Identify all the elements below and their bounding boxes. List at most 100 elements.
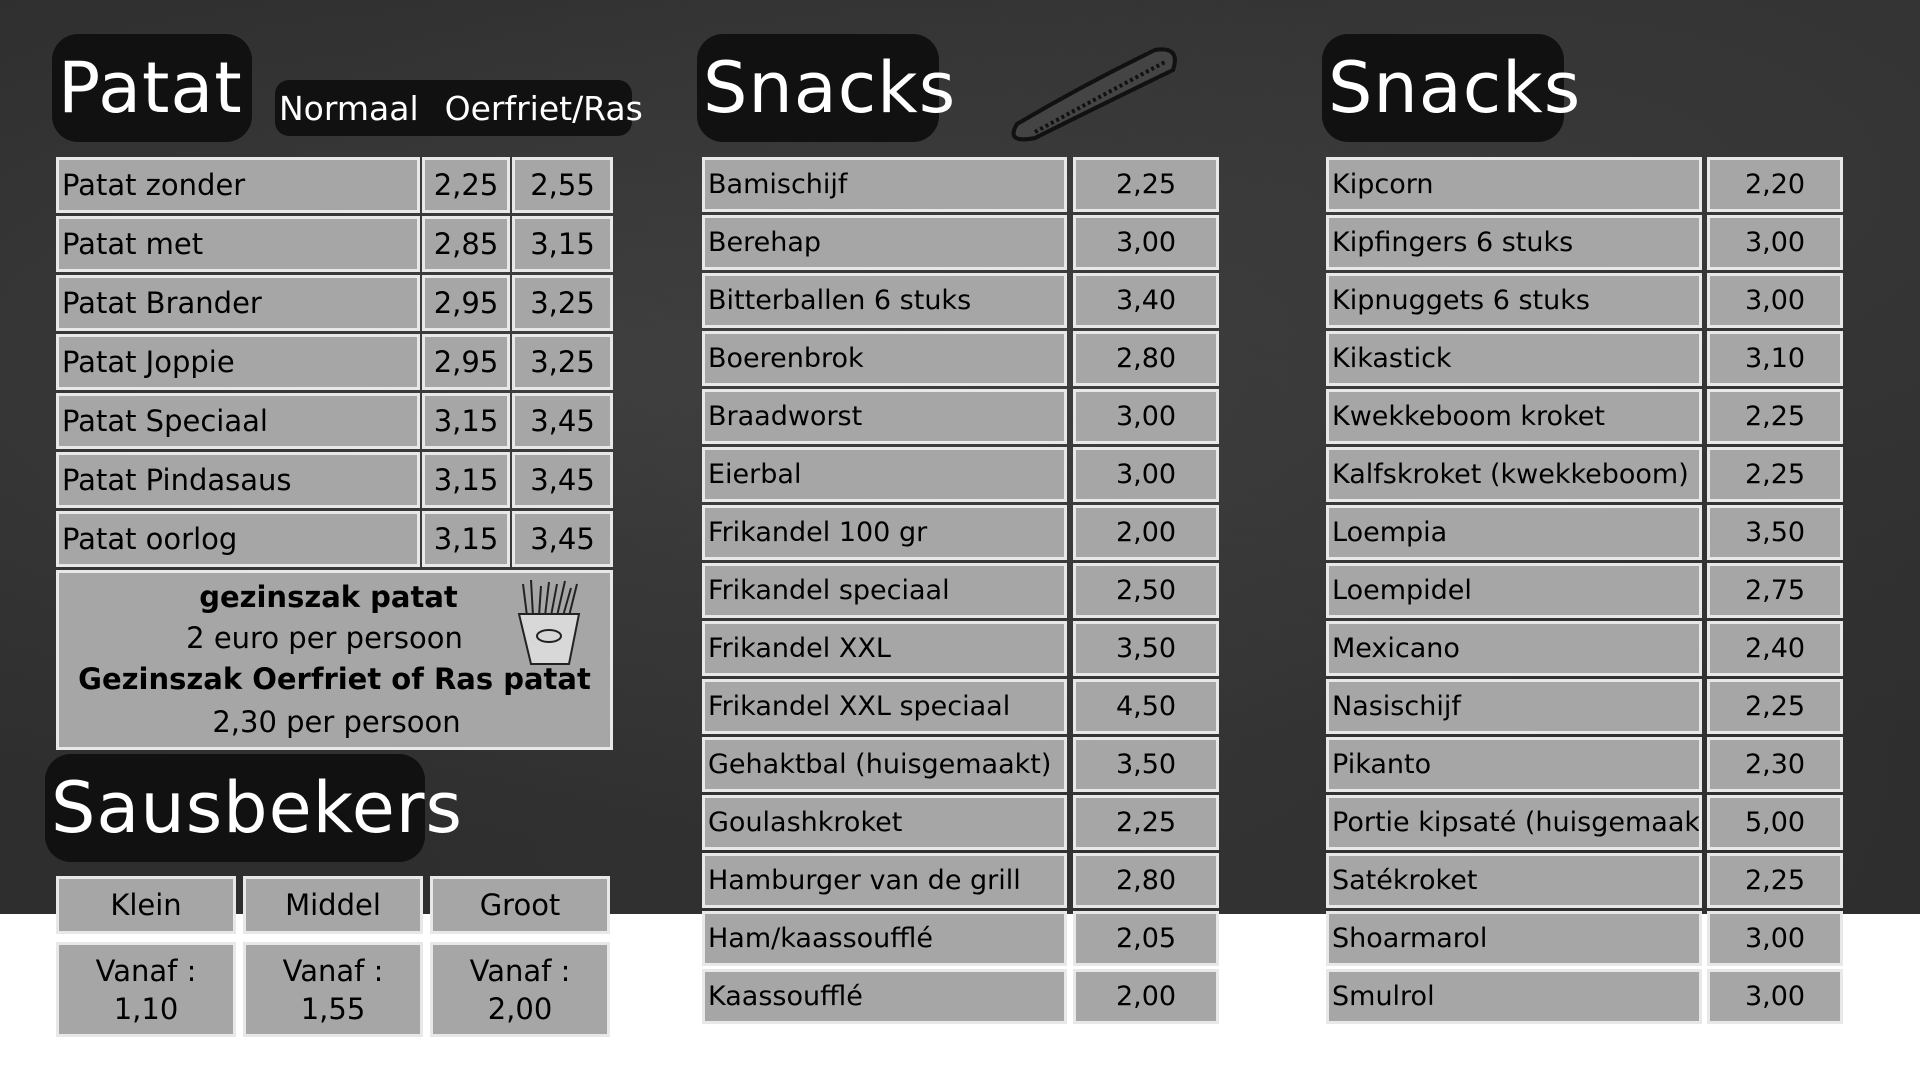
snacks1-item-name: Ham/kaassoufflé — [702, 911, 1067, 966]
patat-price-oerfriet: 3,45 — [512, 511, 613, 567]
snacks2-item-price: 2,25 — [1707, 389, 1843, 444]
patat-price-normaal: 3,15 — [422, 393, 510, 449]
snacks2-item-price: 2,25 — [1707, 447, 1843, 502]
snacks2-item-price: 3,00 — [1707, 911, 1843, 966]
patat-price-oerfriet: 3,45 — [512, 452, 613, 508]
snacks1-item-name: Berehap — [702, 215, 1067, 270]
snacks2-item-name: Loempia — [1326, 505, 1702, 560]
snacks2-title: Snacks — [1328, 47, 1582, 129]
snacks2-item-price: 2,25 — [1707, 853, 1843, 908]
gezinszak-line1: gezinszak patat — [199, 580, 458, 614]
snacks1-item-price: 2,05 — [1073, 911, 1219, 966]
patat-price-normaal: 3,15 — [422, 452, 510, 508]
snacks2-item-price: 2,20 — [1707, 157, 1843, 212]
snacks1-item-price: 4,50 — [1073, 679, 1219, 734]
patat-price-oerfriet: 2,55 — [512, 157, 613, 213]
patat-item-name: Patat zonder — [56, 157, 420, 213]
snacks1-item-price: 3,40 — [1073, 273, 1219, 328]
patat-item-name: Patat oorlog — [56, 511, 420, 567]
snacks1-item-price: 3,00 — [1073, 215, 1219, 270]
snacks2-item-name: Kikastick — [1326, 331, 1702, 386]
patat-price-oerfriet: 3,25 — [512, 334, 613, 390]
saus-price-box: Vanaf :1,55 — [243, 942, 423, 1037]
gezinszak-line3: Gezinszak Oerfriet of Ras patat — [78, 662, 591, 696]
snacks1-item-name: Gehaktbal (huisgemaakt) — [702, 737, 1067, 792]
saus-price: 1,10 — [113, 991, 179, 1026]
snacks2-item-name: Smulrol — [1326, 969, 1702, 1024]
saus-vanaf-label: Vanaf : — [469, 953, 571, 988]
snacks2-item-name: Satékroket — [1326, 853, 1702, 908]
snacks1-item-price: 2,25 — [1073, 795, 1219, 850]
snacks1-item-price: 3,00 — [1073, 447, 1219, 502]
snacks1-item-name: Goulashkroket — [702, 795, 1067, 850]
fries-box-icon — [517, 579, 581, 665]
patat-title-box: Patat — [52, 34, 252, 142]
saus-price-box: Vanaf :2,00 — [430, 942, 610, 1037]
saus-price: 1,55 — [300, 991, 366, 1026]
saus-size-label: Middel — [243, 876, 423, 934]
snacks1-item-name: Braadworst — [702, 389, 1067, 444]
snacks2-item-name: Kwekkeboom kroket — [1326, 389, 1702, 444]
patat-item-name: Patat met — [56, 216, 420, 272]
snacks1-item-price: 3,50 — [1073, 621, 1219, 676]
patat-price-oerfriet: 3,25 — [512, 275, 613, 331]
snacks2-item-name: Nasischijf — [1326, 679, 1702, 734]
snacks1-title-box: Snacks — [697, 34, 955, 142]
snacks2-item-name: Shoarmarol — [1326, 911, 1702, 966]
patat-price-oerfriet: 3,15 — [512, 216, 613, 272]
gezinszak-line2: 2 euro per persoon — [186, 621, 463, 655]
col-oerfriet: Oerfriet/Ras — [444, 89, 643, 128]
snacks2-item-price: 2,75 — [1707, 563, 1843, 618]
patat-item-name: Patat Brander — [56, 275, 420, 331]
patat-item-name: Patat Speciaal — [56, 393, 420, 449]
patat-price-normaal: 2,25 — [422, 157, 510, 213]
gezinszak-box: gezinszak patat 2 euro per persoon Gezin… — [56, 570, 613, 750]
snacks1-item-name: Boerenbrok — [702, 331, 1067, 386]
snacks1-item-name: Bitterballen 6 stuks — [702, 273, 1067, 328]
patat-price-normaal: 2,95 — [422, 275, 510, 331]
patat-price-normaal: 2,85 — [422, 216, 510, 272]
frikandel-icon — [1011, 47, 1177, 142]
patat-price-normaal: 2,95 — [422, 334, 510, 390]
saus-vanaf-label: Vanaf : — [282, 953, 384, 988]
snacks1-item-price: 2,00 — [1073, 505, 1219, 560]
snacks1-item-price: 2,80 — [1073, 853, 1219, 908]
snacks2-item-price: 5,00 — [1707, 795, 1843, 850]
snacks2-item-name: Pikanto — [1326, 737, 1702, 792]
snacks1-item-name: Frikandel XXL — [702, 621, 1067, 676]
sausbekers-title: Sausbekers — [51, 767, 464, 849]
snacks2-item-price: 3,00 — [1707, 215, 1843, 270]
saus-price: 2,00 — [487, 991, 553, 1026]
snacks2-item-price: 3,50 — [1707, 505, 1843, 560]
snacks2-item-name: Mexicano — [1326, 621, 1702, 676]
snacks1-item-price: 2,00 — [1073, 969, 1219, 1024]
snacks1-item-price: 3,00 — [1073, 389, 1219, 444]
snacks2-item-price: 3,10 — [1707, 331, 1843, 386]
snacks1-item-name: Kaassoufflé — [702, 969, 1067, 1024]
gezinszak-line4: 2,30 per persoon — [212, 705, 461, 739]
patat-price-normaal: 3,15 — [422, 511, 510, 567]
patat-price-oerfriet: 3,45 — [512, 393, 613, 449]
snacks2-item-name: Portie kipsaté (huisgemaakt) — [1326, 795, 1702, 850]
snacks1-item-price: 2,50 — [1073, 563, 1219, 618]
snacks2-item-name: Loempidel — [1326, 563, 1702, 618]
patat-title: Patat — [58, 47, 243, 129]
snacks1-title: Snacks — [703, 47, 957, 129]
snacks1-item-price: 2,25 — [1073, 157, 1219, 212]
snacks1-item-price: 3,50 — [1073, 737, 1219, 792]
snacks2-item-price: 3,00 — [1707, 969, 1843, 1024]
snacks1-item-name: Bamischijf — [702, 157, 1067, 212]
col-normaal: Normaal — [279, 89, 419, 128]
snacks1-item-name: Frikandel 100 gr — [702, 505, 1067, 560]
snacks2-item-price: 2,25 — [1707, 679, 1843, 734]
snacks2-title-box: Snacks — [1322, 34, 1580, 142]
snacks1-item-name: Frikandel XXL speciaal — [702, 679, 1067, 734]
saus-size-label: Groot — [430, 876, 610, 934]
snacks2-item-name: Kalfskroket (kwekkeboom) — [1326, 447, 1702, 502]
snacks2-item-name: Kipfingers 6 stuks — [1326, 215, 1702, 270]
snacks2-item-price: 2,30 — [1707, 737, 1843, 792]
sausbekers-title-box: Sausbekers — [45, 754, 462, 862]
saus-size-label: Klein — [56, 876, 236, 934]
saus-price-box: Vanaf :1,10 — [56, 942, 236, 1037]
patat-item-name: Patat Pindasaus — [56, 452, 420, 508]
